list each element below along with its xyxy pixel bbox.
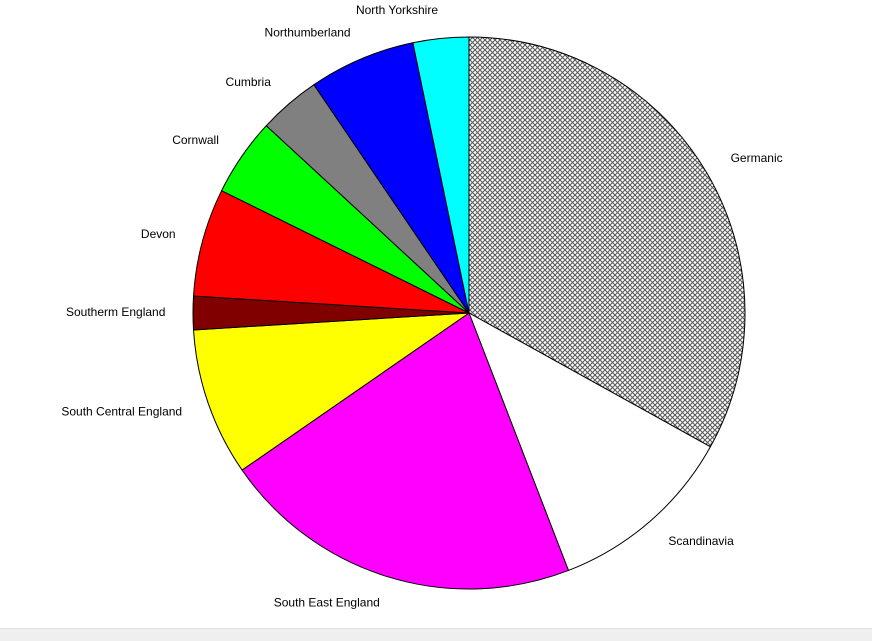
pie-chart: Germanic Scandinavia South East England Sou…: [61, 3, 782, 609]
label-south-central-england: South Central England: [61, 405, 182, 419]
pie-chart-svg: Germanic Scandinavia South East England Sou…: [61, 3, 782, 609]
slice-south-east-england: [241, 312, 570, 590]
slice-north-yorkshire: [412, 36, 470, 314]
label-northumberland: Northumberland: [265, 26, 351, 40]
label-cornwall: Cornwall: [172, 133, 219, 147]
label-south-east-england: South East England: [274, 595, 380, 609]
label-scandinavia: Scandinavia: [668, 534, 734, 548]
window-bottom-bar: [0, 628, 872, 641]
slice-scandinavia: [468, 311, 712, 572]
slice-south-central-england: [192, 312, 471, 471]
slice-germanic: [468, 36, 746, 448]
pie-labels: Germanic Scandinavia South East England Sou…: [61, 3, 782, 609]
label-north-yorkshire: North Yorkshire: [356, 3, 438, 17]
label-southerm-england: Southerm England: [66, 305, 165, 319]
pie-slices: [192, 36, 746, 590]
label-germanic: Germanic: [731, 151, 783, 165]
label-devon: Devon: [141, 227, 176, 241]
label-cumbria: Cumbria: [226, 75, 272, 89]
